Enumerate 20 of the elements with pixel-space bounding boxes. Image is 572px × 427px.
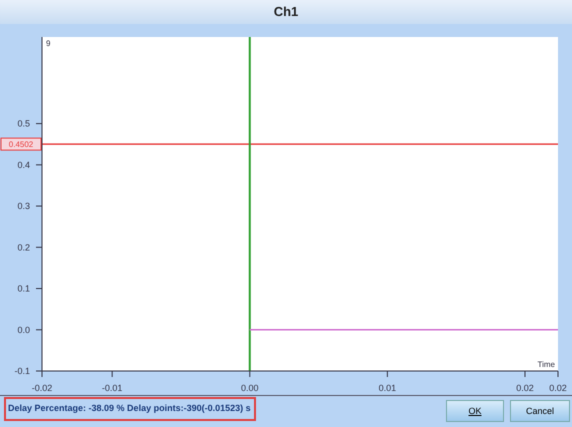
annotation: 9 xyxy=(46,39,50,48)
chart-title: Ch1 xyxy=(0,0,572,24)
text: Cancel xyxy=(510,400,570,422)
y-tick-label: 0.5 xyxy=(17,118,30,129)
text: Delay Percentage: -38.09 % Delay points:-390(-0.01523) s xyxy=(8,403,251,413)
x-tick-label: 0.01 xyxy=(378,383,396,393)
text: OK xyxy=(446,400,504,422)
y-tick-label: 0.2 xyxy=(17,242,30,252)
y-tick-label: 0.3 xyxy=(17,201,30,212)
x-tick-label: 0.00 xyxy=(241,383,259,393)
x-tick-label: -0.01 xyxy=(102,383,122,393)
x-tick-label: -0.02 xyxy=(32,383,52,393)
x-axis-title: Time xyxy=(538,360,556,369)
x-tick-label: 0.02 xyxy=(516,383,534,393)
ref-line-label: 0.4502 xyxy=(8,140,34,150)
y-tick-label: 0.0 xyxy=(17,324,30,335)
x-tick-label: 0.02 xyxy=(549,383,567,393)
y-tick-label: 0.1 xyxy=(17,284,30,294)
y-tick-label: -0.1 xyxy=(14,366,30,376)
y-tick-label: 0.4 xyxy=(17,160,30,170)
